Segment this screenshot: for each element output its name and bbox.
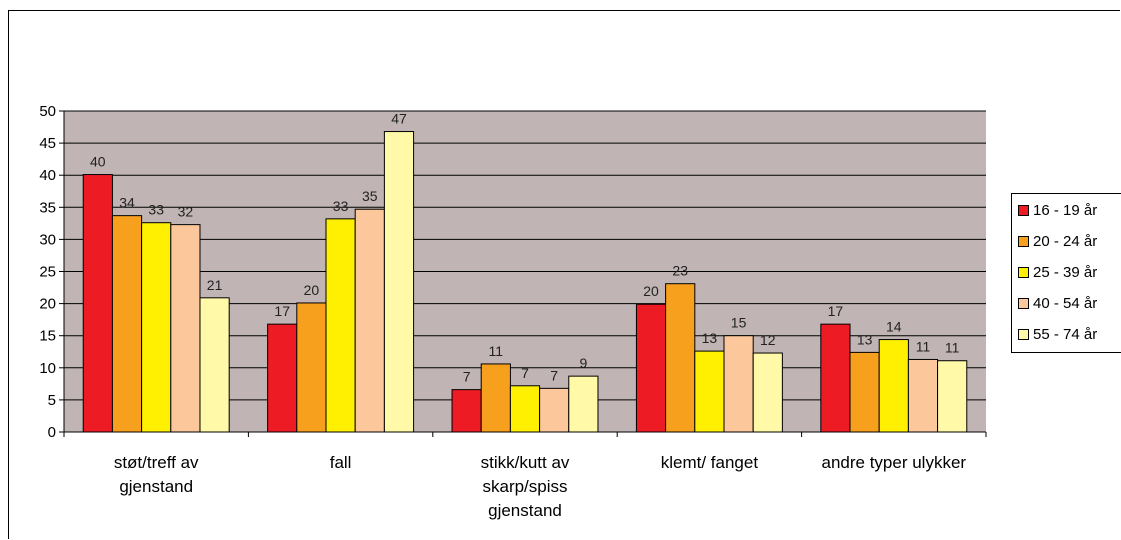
bar (383, 131, 415, 433)
data-label: 13 (857, 331, 873, 347)
legend-swatch-4 (1018, 328, 1029, 340)
legend-label-0: 16 - 19 år (1033, 201, 1098, 219)
legend-label-1: 20 - 24 år (1033, 232, 1098, 250)
y-tick-label: 35 (39, 199, 56, 216)
bar-chart: 0 5 10 15 20 25 30 35 40 45 50 40 34 33 32 21 støt/treff… (39, 103, 987, 520)
y-tick-label: 20 (39, 296, 56, 313)
bar (820, 323, 851, 433)
legend-label-3: 40 - 54 år (1033, 294, 1098, 312)
x-category-label: støt/treff av (114, 453, 199, 472)
y-tick-label: 10 (39, 360, 56, 377)
bar (267, 323, 298, 433)
bar (296, 302, 327, 433)
legend-item-3: 40 - 54 år (1018, 293, 1097, 313)
bar (878, 339, 909, 433)
data-label: 33 (148, 202, 164, 218)
legend-swatch-3 (1018, 297, 1029, 309)
x-category-label: andre typer ulykker (822, 453, 967, 472)
bar (635, 303, 667, 433)
data-label: 33 (333, 198, 349, 214)
data-label: 20 (304, 282, 320, 298)
data-label: 17 (274, 303, 290, 319)
data-label: 40 (90, 154, 106, 170)
legend-item-2: 25 - 39 år (1018, 262, 1097, 282)
bar (509, 385, 541, 433)
bar (170, 224, 201, 433)
data-label: 32 (178, 204, 194, 220)
data-label: 9 (579, 355, 587, 371)
data-label: 7 (521, 365, 529, 381)
bar (141, 222, 172, 433)
data-label: 15 (731, 315, 747, 331)
data-label: 11 (945, 340, 960, 356)
x-category-label: skarp/spiss (482, 477, 567, 496)
y-tick-label: 50 (39, 103, 56, 120)
chart-frame (8, 10, 1120, 539)
legend-item-1: 20 - 24 år (1018, 231, 1097, 251)
bar (539, 387, 570, 433)
bar (849, 351, 880, 433)
y-tick-label: 15 (39, 328, 56, 345)
bar (752, 352, 783, 433)
x-category-label: fall (330, 453, 352, 472)
bar (480, 363, 511, 433)
bar (723, 335, 754, 433)
data-label: 11 (489, 343, 504, 359)
legend-label-2: 25 - 39 år (1033, 263, 1098, 281)
data-label: 35 (362, 188, 378, 204)
legend-item-0: 16 - 19 år (1018, 200, 1097, 220)
chart-legend: 16 - 19 år 20 - 24 år 25 - 39 år 40 - 54… (1011, 193, 1121, 353)
data-label: 23 (672, 263, 688, 279)
data-label: 13 (702, 330, 718, 346)
data-label: 7 (550, 367, 558, 383)
x-category-label: stikk/kutt av (481, 453, 570, 472)
data-label: 34 (119, 195, 135, 211)
data-label: 17 (828, 303, 844, 319)
y-tick-label: 30 (39, 231, 56, 248)
x-category-label: gjenstand (488, 501, 562, 520)
legend-label-4: 55 - 74 år (1033, 325, 1098, 343)
legend-swatch-0 (1018, 204, 1029, 216)
bar (451, 389, 482, 433)
legend-item-4: 55 - 74 år (1018, 324, 1097, 344)
bar (665, 283, 696, 433)
x-category-label: klemt/ fanget (661, 453, 759, 472)
bar (82, 174, 113, 433)
bar (568, 375, 599, 433)
y-tick-label: 25 (39, 264, 56, 281)
bar (907, 358, 939, 433)
data-label: 21 (207, 277, 223, 293)
data-label: 14 (886, 319, 902, 335)
legend-swatch-1 (1018, 235, 1029, 247)
bar (937, 360, 968, 433)
data-label: 47 (391, 111, 407, 127)
y-tick-label: 0 (48, 424, 56, 441)
data-label: 11 (916, 338, 931, 354)
bar (111, 215, 143, 433)
x-category-label: gjenstand (119, 477, 193, 496)
y-tick-label: 5 (48, 392, 56, 409)
data-label: 12 (760, 332, 776, 348)
bar (354, 208, 385, 433)
legend-swatch-2 (1018, 266, 1029, 278)
bar (325, 218, 356, 433)
bar (694, 350, 725, 433)
data-label: 7 (463, 369, 471, 385)
data-label: 20 (643, 283, 659, 299)
bar (199, 297, 230, 433)
y-tick-label: 40 (39, 167, 56, 184)
y-tick-label: 45 (39, 135, 56, 152)
